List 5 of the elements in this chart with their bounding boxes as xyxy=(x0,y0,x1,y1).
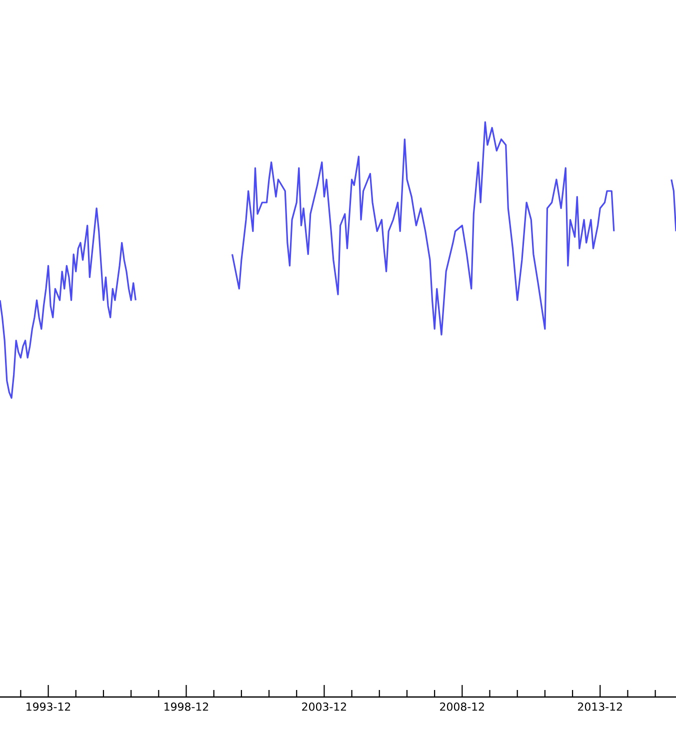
x-tick-label: 2013-12 xyxy=(578,702,622,711)
x-tick-label: 2003-12 xyxy=(302,702,346,711)
x-tick-label: 1998-12 xyxy=(164,702,208,711)
x-tick-label: 1993-12 xyxy=(26,702,70,711)
x-tick-label: 2008-12 xyxy=(440,702,484,711)
